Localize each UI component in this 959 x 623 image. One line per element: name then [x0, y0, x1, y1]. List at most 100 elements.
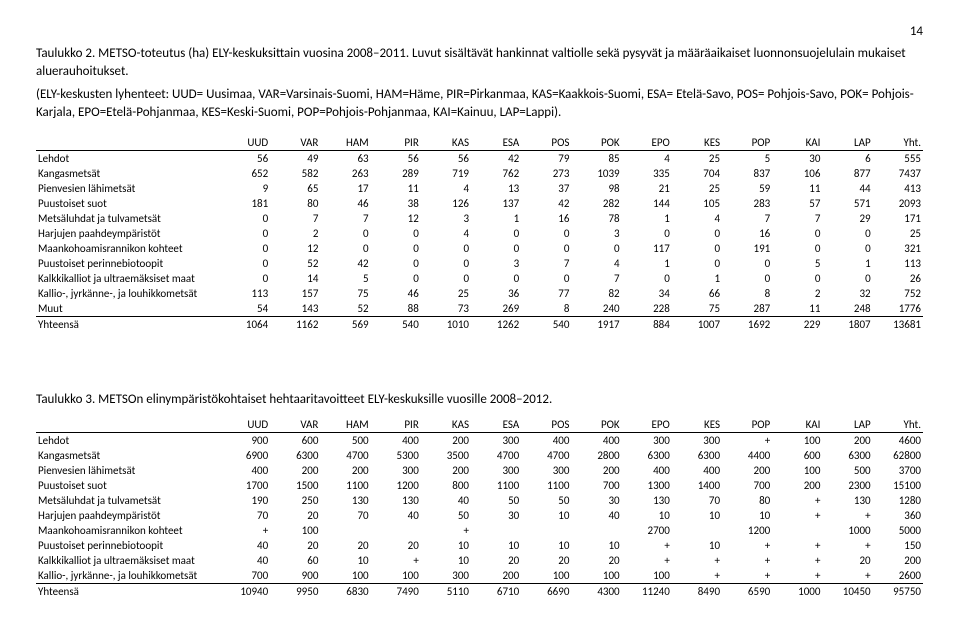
cell: +: [722, 553, 772, 568]
cell: 5110: [421, 584, 471, 600]
col-header: VAR: [270, 417, 320, 433]
cell: 400: [571, 433, 621, 449]
cell: 500: [320, 433, 370, 449]
cell: 25: [672, 151, 722, 167]
cell: 13: [471, 181, 521, 196]
cell: 42: [521, 196, 571, 211]
cell: 2600: [873, 568, 923, 584]
cell: 17: [320, 181, 370, 196]
table-row: Harjujen paahdeympäristöt702070405030104…: [36, 508, 923, 523]
cell: 6: [822, 151, 872, 167]
cell: 1300: [622, 478, 672, 493]
col-header: [36, 135, 220, 151]
cell: 582: [270, 166, 320, 181]
col-header: POS: [521, 135, 571, 151]
col-header: ESA: [471, 135, 521, 151]
table-row: Kalkkikalliot ja ultraemäksiset maat4060…: [36, 553, 923, 568]
cell: 106: [772, 166, 822, 181]
cell: 273: [521, 166, 571, 181]
cell: 0: [722, 256, 772, 271]
total-row: Yhteensä10641162569540101012625401917884…: [36, 317, 923, 333]
cell: 59: [722, 181, 772, 196]
table-row: Puustoiset perinnebiotoopit0524200374100…: [36, 256, 923, 271]
cell: +: [772, 493, 822, 508]
cell: 200: [822, 433, 872, 449]
cell: +: [772, 508, 822, 523]
cell: 10: [571, 538, 621, 553]
cell: 555: [873, 151, 923, 167]
cell: 1807: [822, 317, 872, 333]
cell: Kangasmetsät: [36, 448, 220, 463]
cell: 191: [722, 241, 772, 256]
cell: +: [672, 568, 722, 584]
cell: 66: [672, 286, 722, 301]
cell: 6710: [471, 584, 521, 600]
cell: 400: [371, 433, 421, 449]
cell: 20: [270, 508, 320, 523]
cell: 300: [471, 463, 521, 478]
cell: Harjujen paahdeympäristöt: [36, 508, 220, 523]
col-header: KAI: [772, 135, 822, 151]
cell: Kallio-, jyrkänne-, ja louhikkometsät: [36, 568, 220, 584]
col-header: Yht.: [873, 417, 923, 433]
cell: Kangasmetsät: [36, 166, 220, 181]
cell: 57: [772, 196, 822, 211]
cell: 3500: [421, 448, 471, 463]
cell: 50: [421, 508, 471, 523]
cell: [672, 523, 722, 538]
col-header: UUD: [220, 135, 270, 151]
cell: +: [220, 523, 270, 538]
cell: 1280: [873, 493, 923, 508]
cell: 569: [320, 317, 370, 333]
cell: 10: [722, 508, 772, 523]
cell: 900: [220, 433, 270, 449]
table-row: Puustoiset suot1818046381261374228214410…: [36, 196, 923, 211]
cell: 2: [772, 286, 822, 301]
cell: 15100: [873, 478, 923, 493]
cell: 26: [873, 271, 923, 286]
cell: +: [371, 553, 421, 568]
cell: 0: [772, 241, 822, 256]
cell: 20: [471, 553, 521, 568]
cell: 884: [622, 317, 672, 333]
cell: 54: [220, 301, 270, 317]
cell: 117: [622, 241, 672, 256]
cell: 10: [471, 538, 521, 553]
cell: 1000: [822, 523, 872, 538]
cell: 7437: [873, 166, 923, 181]
cell: 73: [421, 301, 471, 317]
table-2: UUDVARHAMPIRKASESAPOSPOKEPOKESPOPKAILAPY…: [36, 417, 923, 599]
cell: 9: [220, 181, 270, 196]
cell: 0: [371, 241, 421, 256]
cell: 0: [421, 256, 471, 271]
cell: Puustoiset perinnebiotoopit: [36, 256, 220, 271]
cell: 130: [622, 493, 672, 508]
cell: 1: [672, 271, 722, 286]
cell: 4600: [873, 433, 923, 449]
cell: +: [672, 553, 722, 568]
cell: 5: [722, 151, 772, 167]
cell: 10: [622, 508, 672, 523]
table-row: Kalkkikalliot ja ultraemäksiset maat0145…: [36, 271, 923, 286]
cell: 240: [571, 301, 621, 317]
cell: 0: [421, 241, 471, 256]
cell: 20: [571, 553, 621, 568]
cell: 20: [371, 538, 421, 553]
cell: 4300: [571, 584, 621, 600]
cell: Yhteensä: [36, 584, 220, 600]
cell: 283: [722, 196, 772, 211]
cell: 50: [471, 493, 521, 508]
cell: [371, 523, 421, 538]
table-row: Pienvesien lähimetsät9651711413379821255…: [36, 181, 923, 196]
cell: 0: [371, 226, 421, 241]
table-row: Harjujen paahdeympäristöt020040030016002…: [36, 226, 923, 241]
cell: 42: [471, 151, 521, 167]
table1-caption: Taulukko 2. METSO-toteutus (ha) ELY-kesk…: [36, 45, 923, 80]
cell: 42: [320, 256, 370, 271]
cell: 228: [622, 301, 672, 317]
cell: 80: [722, 493, 772, 508]
cell: Maankohoamisrannikon kohteet: [36, 523, 220, 538]
cell: 10: [421, 553, 471, 568]
cell: 5: [320, 271, 370, 286]
cell: 0: [421, 271, 471, 286]
